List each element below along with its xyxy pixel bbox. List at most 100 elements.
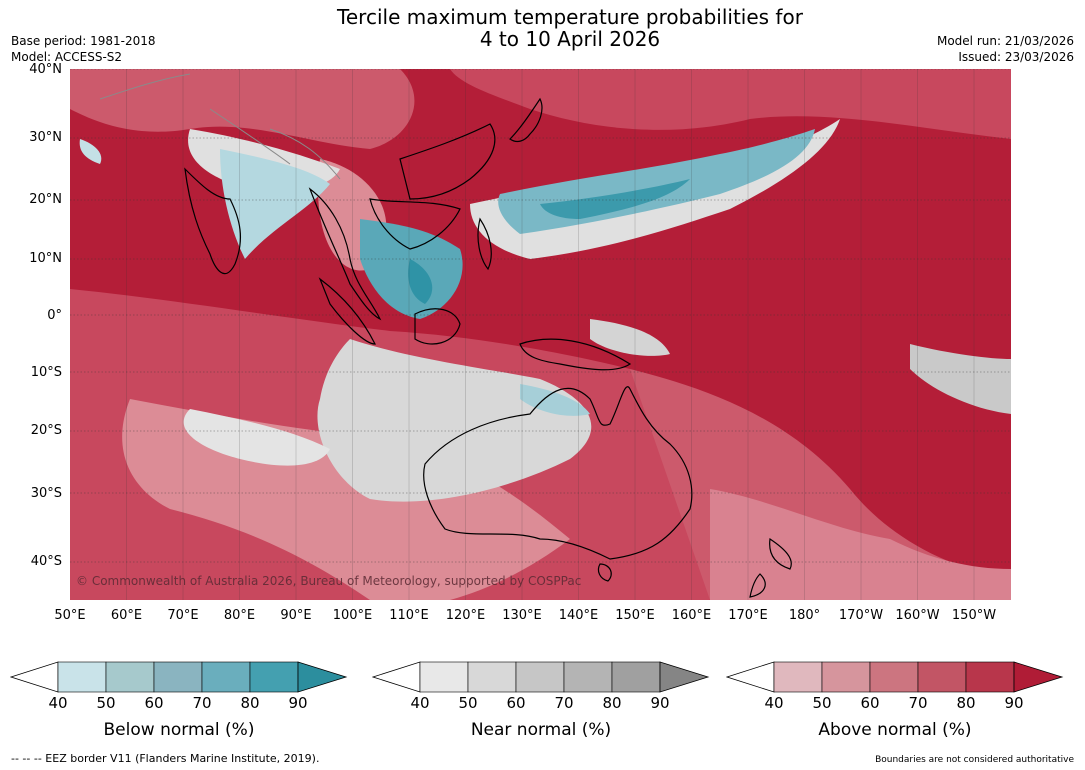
china-coastline [399, 123, 496, 200]
colorbar-near-normal [372, 661, 710, 693]
colorbar-tick-label: 80 [956, 694, 976, 712]
metadata-right: Model run: 21/03/2026 Issued: 23/03/2026 [937, 33, 1074, 65]
colorbar-tick-label: 70 [908, 694, 928, 712]
near-normal-region [910, 344, 1011, 414]
colorbar-upper-extend [1013, 661, 1064, 693]
longitude-label: 110°E [389, 608, 429, 623]
colorbar-tick-label: 40 [410, 694, 430, 712]
colorbar-below-title: Below normal (%) [103, 720, 255, 740]
australia-coastline [423, 386, 693, 560]
longitude-label: 120°E [445, 608, 486, 623]
above-light-region [450, 69, 1011, 139]
latitude-label: 40°S [30, 554, 62, 569]
coastlines [184, 97, 792, 598]
colorbar-tick-label: 70 [192, 694, 212, 712]
colorbar-lower-extend [726, 661, 775, 693]
longitude-label: 100°E [332, 608, 373, 623]
colorbar-segment [821, 661, 871, 693]
latitude-label: 20°S [30, 423, 62, 438]
longitude-label: 80°E [223, 608, 256, 623]
longitude-label: 140°E [558, 608, 599, 623]
longitude-label: 180° [788, 608, 821, 623]
japan-coastline [509, 97, 543, 143]
colorbar-upper-extend [659, 661, 710, 693]
borneo-coastline [414, 308, 461, 345]
longitude-label: 90°E [280, 608, 312, 623]
above-light-region [70, 69, 415, 149]
colorbar-tick-label: 50 [96, 694, 116, 712]
colorbar-tick-label: 90 [1004, 694, 1024, 712]
colorbar-segment [467, 661, 517, 693]
model-run: Model run: 21/03/2026 [936, 34, 1074, 48]
colorbar-upper-extend [297, 661, 348, 693]
colorbar-segment [917, 661, 967, 693]
latitude-label: 30°S [30, 486, 62, 501]
colorbar-near-title: Near normal (%) [470, 720, 612, 740]
below-normal-region [79, 139, 102, 164]
indochina-coastline [369, 198, 461, 250]
colorbar-tick-label: 40 [764, 694, 784, 712]
longitude-label: 60°E [110, 608, 143, 623]
latitude-label: 20°N [29, 192, 62, 207]
longitude-label: 160°E [671, 608, 712, 623]
colorbar-segment [965, 661, 1015, 693]
new-guinea-coastline [519, 338, 632, 371]
colorbar-below-normal [10, 661, 348, 693]
colorbar-segment [419, 661, 469, 693]
eez-note: -- -- -- EEZ border V11 (Flanders Marine… [11, 752, 320, 765]
colorbar-lower-extend [372, 661, 421, 693]
near-normal-region [317, 339, 592, 502]
latitude-label: 0° [47, 308, 62, 323]
country-borders [99, 73, 341, 180]
colorbar-tick-label: 40 [48, 694, 68, 712]
model-name: Model: ACCESS-S2 [11, 50, 123, 64]
colorbar-segment [201, 661, 251, 693]
longitude-label: 170°E [728, 608, 768, 623]
india-coastline [184, 167, 241, 275]
longitude-label: 70°E [167, 608, 199, 623]
colorbar-tick-label: 90 [288, 694, 308, 712]
colorbar-tick-label: 50 [812, 694, 832, 712]
colorbar-segment [153, 661, 203, 693]
issued-date: Issued: 23/03/2026 [958, 50, 1074, 64]
colorbar-tick-label: 90 [650, 694, 670, 712]
below-normal-region [520, 384, 590, 416]
graticule [70, 69, 1011, 563]
longitude-label: 150°W [951, 608, 997, 623]
colorbar-segment [105, 661, 155, 693]
colorbar-above-normal [726, 661, 1064, 693]
above-lighter-region [710, 489, 1011, 600]
colorbar-lower-extend [10, 661, 59, 693]
meridians [126, 69, 975, 600]
colorbar-segment [563, 661, 613, 693]
tasmania-coastline [597, 563, 612, 582]
colorbar-segment [249, 661, 299, 693]
colorbar-segment [57, 661, 107, 693]
latitude-label: 10°N [29, 251, 62, 266]
map-copyright: © Commonwealth of Australia 2026, Bureau… [76, 574, 582, 588]
colorbar-segment [773, 661, 823, 693]
colorbar-tick-label: 50 [458, 694, 478, 712]
boundaries-note: Boundaries are not considered authoritat… [875, 755, 1074, 765]
longitude-label: 160°W [895, 608, 940, 623]
sumatra-coastline [318, 277, 376, 345]
latitude-label: 30°N [29, 130, 62, 145]
map-title-line2: 4 to 10 April 2026 [479, 27, 661, 51]
colorbar-segment [515, 661, 565, 693]
latitude-label: 10°S [30, 365, 62, 380]
metadata-left: Base period: 1981-2018 Model: ACCESS-S2 [11, 33, 156, 65]
colorbar-tick-label: 60 [860, 694, 880, 712]
colorbar-segment [869, 661, 919, 693]
philippines-coastline [477, 217, 492, 271]
longitude-label: 130°E [502, 608, 542, 623]
longitude-label: 50°E [54, 608, 86, 623]
probability-map [70, 69, 1011, 600]
colorbar-above-title: Above normal (%) [818, 720, 972, 740]
below-normal-region [540, 179, 690, 219]
longitude-label: 150°E [615, 608, 655, 623]
new-zealand-coastline [749, 537, 792, 598]
colorbar-tick-label: 60 [144, 694, 164, 712]
colorbar-segment [611, 661, 661, 693]
base-period: Base period: 1981-2018 [11, 34, 156, 48]
below-normal-region [220, 149, 330, 259]
